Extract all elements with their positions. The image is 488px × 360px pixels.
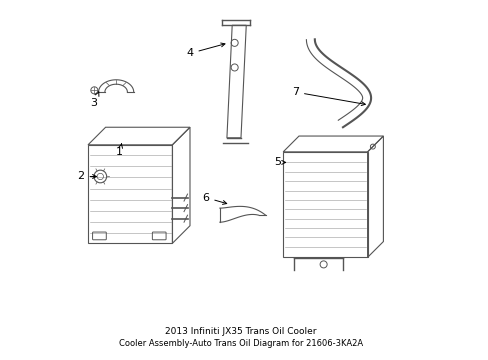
Text: 7: 7 xyxy=(291,87,365,105)
Text: 4: 4 xyxy=(186,43,224,58)
Text: 3: 3 xyxy=(90,92,99,108)
Text: 2013 Infiniti JX35 Trans Oil Cooler: 2013 Infiniti JX35 Trans Oil Cooler xyxy=(165,327,316,336)
Text: 1: 1 xyxy=(116,144,123,157)
Text: 2: 2 xyxy=(77,171,96,181)
Text: 5: 5 xyxy=(274,157,285,167)
Text: Cooler Assembly-Auto Trans Oil Diagram for 21606-3KA2A: Cooler Assembly-Auto Trans Oil Diagram f… xyxy=(119,339,362,348)
Text: 6: 6 xyxy=(202,193,226,204)
